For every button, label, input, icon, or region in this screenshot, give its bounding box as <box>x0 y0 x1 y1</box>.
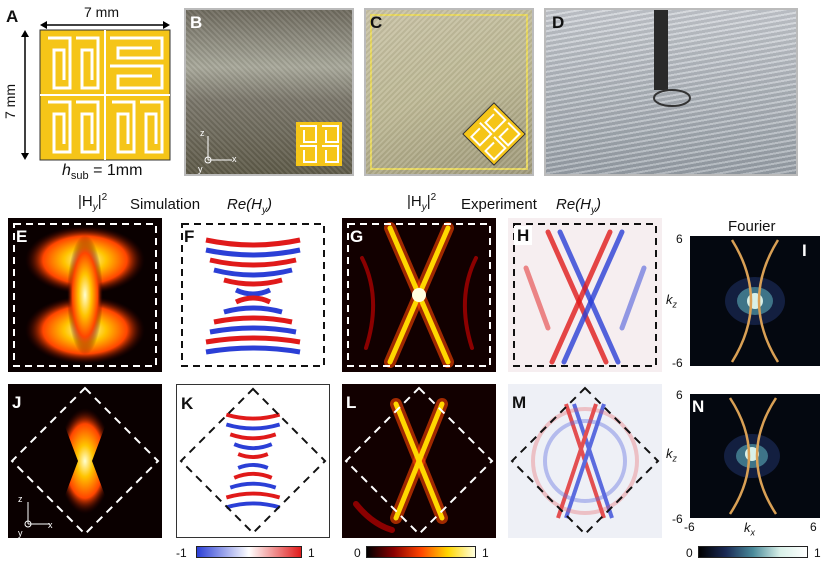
panel-label-m: M <box>512 393 527 412</box>
sim-intensity-title: |Hy|2 <box>78 192 108 213</box>
colorbar-3 <box>698 546 808 558</box>
colorbar-2 <box>366 546 476 558</box>
map-e: E <box>8 218 162 372</box>
simulation-title: Simulation <box>130 196 201 213</box>
map-k: K <box>176 384 330 538</box>
experiment-title: Experiment <box>461 196 537 213</box>
kx-right-tick: 6 <box>810 520 817 534</box>
panel-label-d: D <box>552 13 565 32</box>
map-g: G <box>342 218 496 372</box>
panel-label-f: F <box>184 227 195 246</box>
panel-label-j: J <box>12 393 22 412</box>
colorbar-1-max: 1 <box>308 546 315 560</box>
exp-re-title: Re(Hy) <box>556 196 602 216</box>
photo-d: D <box>544 8 798 176</box>
panel-label-l: L <box>346 393 357 412</box>
colorbar-1 <box>196 546 302 558</box>
sample-inset-b <box>296 122 342 166</box>
kz-top-tick: 6 <box>676 232 683 246</box>
map-l: L <box>342 384 496 538</box>
probe-drawing <box>653 10 691 107</box>
photo-c: C <box>364 8 534 176</box>
kz-bottom-tick-2: -6 <box>672 512 683 526</box>
width-arrow <box>40 21 170 29</box>
panel-label-c: C <box>370 13 383 32</box>
panel-label-a: A <box>6 7 19 26</box>
height-arrow <box>21 30 29 160</box>
width-dimension: 7 mm <box>84 4 119 20</box>
photo-b: B z x y <box>184 8 354 176</box>
axes-icon-j <box>24 502 50 528</box>
fourier-title: Fourier <box>728 218 776 235</box>
map-n: N <box>690 394 820 518</box>
panel-label-b: B <box>190 13 203 32</box>
colorbar-3-max: 1 <box>814 546 821 560</box>
substrate-thickness: hsub = 1mm <box>62 162 143 183</box>
kz-axis-label-2: kz <box>666 446 677 464</box>
panel-label-n: N <box>692 397 705 416</box>
sim-re-title: Re(Hy) <box>227 196 273 216</box>
kz-axis-label: kz <box>666 292 677 310</box>
colorbar-2-min: 0 <box>354 546 361 560</box>
colorbar-3-min: 0 <box>686 546 693 560</box>
panel-label-k: K <box>181 394 194 413</box>
map-m: M <box>508 384 662 538</box>
metasurface-unit-cell-drawing <box>39 29 171 161</box>
panel-label-e: E <box>16 227 28 246</box>
colorbar-2-max: 1 <box>482 546 489 560</box>
map-f: F <box>176 218 330 372</box>
panel-label-i: I <box>802 241 807 260</box>
kx-left-tick: -6 <box>684 520 695 534</box>
axis-x-b: x <box>232 154 237 164</box>
kz-bottom-tick: -6 <box>672 356 683 370</box>
colorbar-1-min: -1 <box>176 546 187 560</box>
kx-axis-label: kx <box>744 520 755 538</box>
axes-icon-b <box>204 136 232 164</box>
panel-label-h: H <box>514 226 533 245</box>
axis-y-b: y <box>198 164 203 174</box>
exp-intensity-title: |Hy|2 <box>407 192 437 213</box>
map-i: I <box>690 236 820 366</box>
panel-label-g: G <box>350 227 364 246</box>
axis-z-j: z <box>18 494 23 504</box>
axis-z-b: z <box>200 128 205 138</box>
axis-y-j: y <box>18 528 23 538</box>
sample-inset-c <box>462 102 526 166</box>
map-j: J z x y <box>8 384 162 538</box>
kz-top-tick-2: 6 <box>676 388 683 402</box>
axis-x-j: x <box>48 520 53 530</box>
map-h: H <box>508 218 662 372</box>
height-dimension: 7 mm <box>2 84 18 119</box>
